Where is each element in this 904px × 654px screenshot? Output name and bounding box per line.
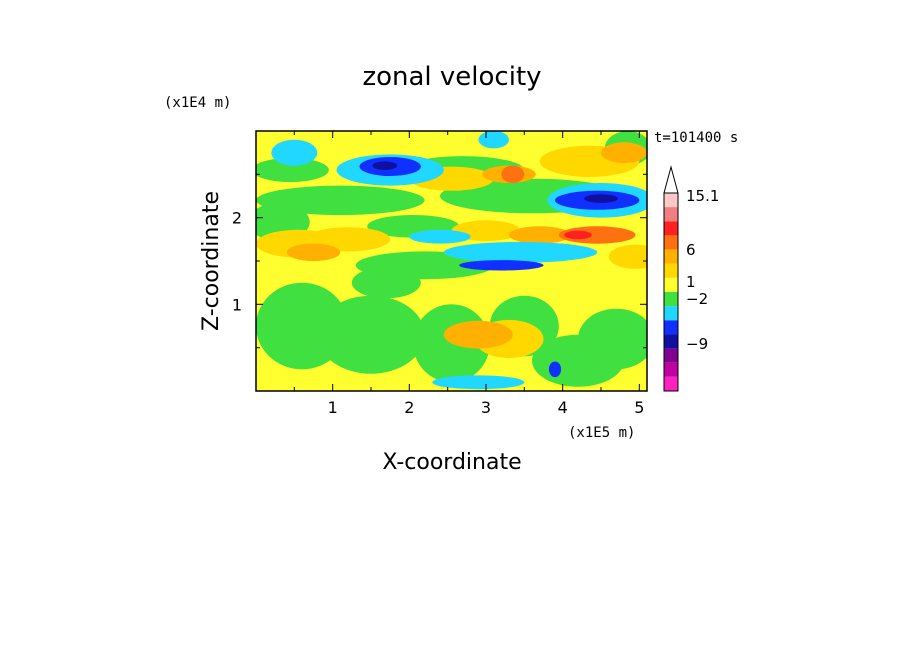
colorbar-swatch-8: [664, 292, 678, 307]
y-tick-label-2: 2: [232, 209, 242, 228]
contour-region-orange-25: [286, 243, 341, 261]
x-tick-label-2: 2: [404, 398, 414, 417]
contour-region-navy-42: [584, 194, 618, 203]
colorbar-label-1: 15.1: [686, 187, 719, 205]
colorbar-extend-arrow: [663, 165, 679, 194]
chart-title: zonal velocity: [362, 62, 541, 92]
colorbar-label-5: −9: [686, 335, 708, 353]
colorbar-swatch-11: [664, 334, 678, 349]
colorbar-swatch-9: [664, 306, 678, 321]
time-label: t=101400 s: [654, 130, 738, 146]
contour-region-green-8: [317, 295, 425, 374]
colorbar-swatch-5: [664, 249, 678, 264]
colorbar-swatch-2: [664, 207, 678, 222]
colorbar-label-4: −2: [686, 290, 708, 308]
contour-region-cyan-31: [443, 241, 598, 263]
x-tick-label-1: 1: [328, 398, 338, 417]
contour-region-blue-39: [459, 260, 544, 271]
colorbar-label-3: 1: [686, 273, 696, 291]
y-axis-title: Z-coordinate: [199, 191, 224, 331]
colorbar-swatch-13: [664, 362, 678, 377]
colorbar-label-2: 6: [686, 241, 696, 259]
contour-region-cyan-34: [478, 131, 510, 149]
x-tick-label-3: 3: [481, 398, 491, 417]
contour-region-orange-26: [509, 226, 571, 244]
contour-region-navy-41: [372, 161, 398, 170]
y-tick-label-1: 1: [232, 295, 242, 314]
colorbar-swatch-12: [664, 348, 678, 363]
x-axis-ticks: 1 2 3 4 5: [293, 131, 644, 417]
plot-area: [256, 131, 647, 391]
contour-region-cyan-33: [271, 139, 318, 166]
colorbar-swatch-1: [664, 193, 678, 208]
contour-region-red-29: [564, 230, 592, 240]
contour-region-cyan-35: [409, 229, 471, 244]
contour-region-green-6: [351, 267, 421, 299]
x-axis-title: X-coordinate: [382, 450, 521, 475]
colorbar-swatch-14: [664, 376, 678, 392]
contour-region-light_orange-21: [608, 244, 647, 269]
contour-region-dark_orange-28: [501, 165, 525, 183]
colorbar-swatch-6: [664, 263, 678, 278]
colorbar-swatch-10: [664, 320, 678, 335]
contour-region-cyan-36: [432, 375, 525, 390]
x-tick-label-5: 5: [634, 398, 644, 417]
colorbar-swatch-7: [664, 277, 678, 293]
colorbar-swatch-4: [664, 235, 678, 250]
colorbar-frame: [663, 192, 679, 392]
y-axis-ticks: 12: [232, 173, 647, 349]
contour-region-green-12: [578, 308, 647, 370]
contour-region-orange-24: [443, 320, 513, 349]
velocity-field: [256, 131, 647, 390]
contour-region-dark_orange-27: [558, 226, 636, 244]
x-tick-label-4: 4: [558, 398, 568, 417]
contour-region-blue-40: [548, 361, 562, 378]
colorbar: 15.1 6 1−2 −9: [663, 165, 719, 392]
contour-region-orange-22: [601, 142, 647, 164]
y-unit-label: (x1E4 m): [164, 95, 231, 111]
colorbar-swatch-3: [664, 221, 678, 236]
x-unit-label: (x1E5 m): [568, 425, 635, 441]
contour-region-green-0: [256, 157, 329, 183]
